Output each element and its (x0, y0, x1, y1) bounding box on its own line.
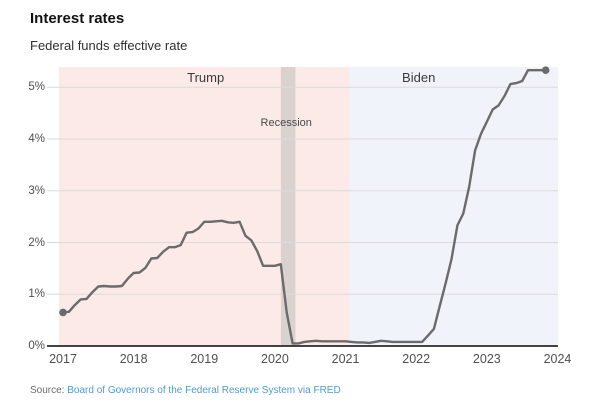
y-tick-4%: 4% (28, 133, 45, 145)
page-title: Interest rates (30, 10, 125, 27)
era-band-trump (58, 67, 350, 346)
y-tick-5%: 5% (28, 81, 45, 94)
x-tick-2018: 2018 (119, 352, 148, 366)
era-label-trump: Trump (187, 70, 225, 85)
source-link[interactable]: Board of Governors of the Federal Reserv… (67, 385, 341, 396)
y-tick-3%: 3% (28, 184, 45, 197)
x-tick-2019: 2019 (190, 352, 219, 366)
start-point-marker (59, 308, 67, 317)
end-point-marker (541, 66, 550, 74)
recession-label: Recession (260, 116, 312, 129)
y-tick-1%: 1% (28, 288, 45, 301)
x-tick-2017: 2017 (49, 352, 77, 366)
rate-line (61, 68, 547, 345)
recession-band (280, 67, 296, 346)
x-tick-2021: 2021 (331, 352, 360, 366)
era-band-biden (349, 67, 559, 346)
y-tick-2%: 2% (28, 236, 45, 249)
x-tick-2023: 2023 (472, 352, 501, 366)
x-tick-2024: 2024 (543, 352, 572, 366)
source-prefix: Source: (30, 385, 65, 396)
x-tick-2020: 2020 (261, 352, 289, 366)
era-label-biden: Biden (402, 70, 436, 85)
y-tick-0%: 0% (28, 340, 45, 352)
source-note: Source: Board of Governors of the Federa… (30, 385, 341, 396)
x-tick-2022: 2022 (402, 352, 431, 366)
chart-subtitle: Federal funds effective rate (30, 38, 188, 53)
